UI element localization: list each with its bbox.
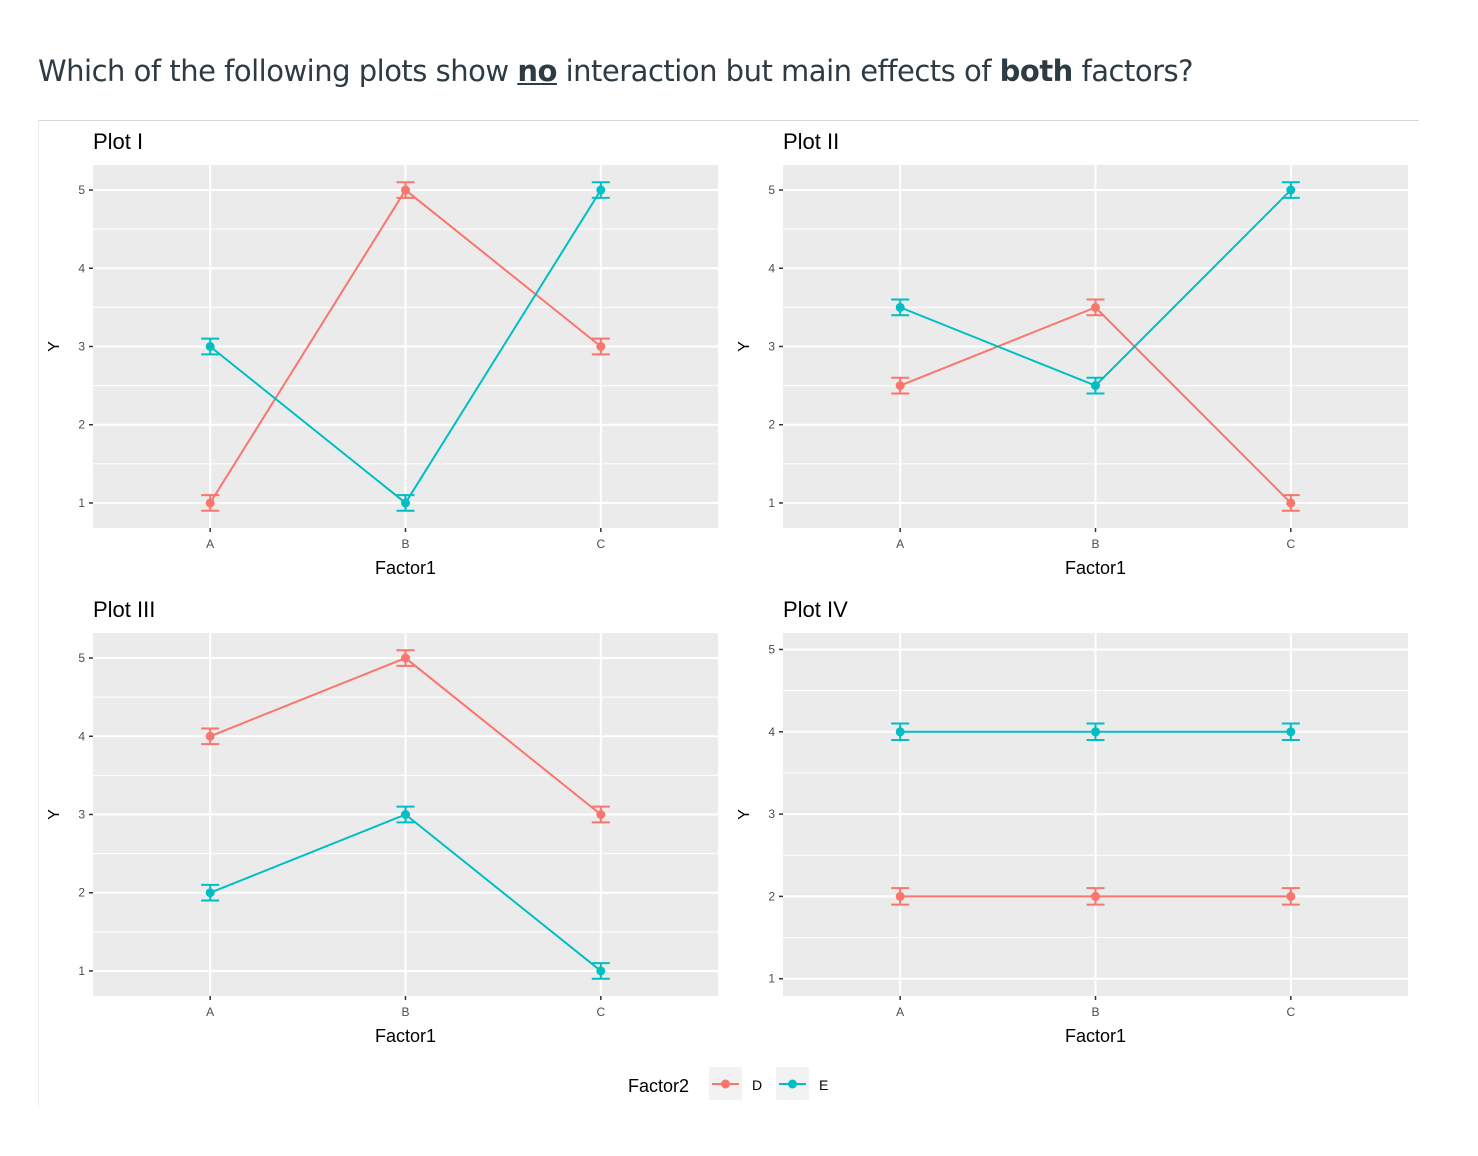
x-tick-label: A <box>896 537 904 551</box>
plot-title: Plot IV <box>783 597 848 622</box>
plot-4: Plot IV 1 2 3 4 5 A B C Factor1 Y <box>736 597 1408 1046</box>
data-point-D <box>596 342 606 351</box>
question-part: factors? <box>1072 54 1194 88</box>
y-tick-label: 2 <box>768 889 775 903</box>
plot-title: Plot III <box>93 597 155 622</box>
data-point-E <box>1286 727 1296 737</box>
y-axis-label: Y <box>736 341 753 352</box>
legend-title: Factor2 <box>628 1076 689 1096</box>
y-tick-label: 5 <box>78 651 85 665</box>
y-axis-label: Y <box>46 341 63 352</box>
x-tick-label: B <box>401 537 409 551</box>
x-tick-label: A <box>896 1005 904 1019</box>
data-point-D <box>895 381 905 391</box>
y-axis-label: Y <box>46 809 63 820</box>
data-point-E <box>401 810 410 819</box>
y-tick-label: 3 <box>768 340 775 354</box>
y-tick-label: 1 <box>78 964 85 978</box>
data-point-D <box>205 498 215 508</box>
x-tick-label: A <box>206 537 214 551</box>
x-tick-label: B <box>401 1005 409 1019</box>
data-point-E <box>401 498 410 508</box>
data-point-E <box>205 342 215 351</box>
data-point-D <box>1286 498 1296 508</box>
data-point-D <box>401 185 410 195</box>
emphasis-both: both <box>999 54 1074 88</box>
x-tick-label: A <box>206 1005 214 1019</box>
data-point-D <box>1091 891 1100 901</box>
data-point-D <box>401 653 410 663</box>
data-point-E <box>1286 185 1296 195</box>
plot-3: Plot III 1 2 3 4 5 A B C Factor1 Y <box>46 597 718 1046</box>
x-tick-label: C <box>1286 1005 1295 1019</box>
data-point-E <box>596 185 606 195</box>
x-tick-label: C <box>596 537 605 551</box>
legend-label: D <box>752 1077 762 1093</box>
y-tick-label: 4 <box>768 725 775 739</box>
data-point-D <box>205 731 215 741</box>
plot-title: Plot II <box>783 129 839 154</box>
x-tick-label: C <box>596 1005 605 1019</box>
data-point-E <box>596 966 606 976</box>
question-part: interaction but main effects of <box>556 54 1000 88</box>
data-point-D <box>1091 302 1100 312</box>
plot-title: Plot I <box>93 129 143 154</box>
y-tick-label: 2 <box>78 886 85 900</box>
y-axis-label: Y <box>736 809 753 820</box>
y-tick-label: 3 <box>768 807 775 821</box>
figure-frame <box>38 120 1419 1107</box>
legend-point <box>788 1079 797 1089</box>
data-point-D <box>1286 891 1296 901</box>
question-part: Which of the following plots show <box>38 54 518 88</box>
x-axis-label: Factor1 <box>375 1026 436 1046</box>
y-tick-label: 1 <box>78 496 85 510</box>
emphasis-no: no <box>517 54 557 88</box>
y-tick-label: 5 <box>768 183 775 197</box>
y-tick-label: 4 <box>78 729 85 743</box>
data-point-E <box>895 302 905 312</box>
data-point-E <box>1091 727 1100 737</box>
x-tick-label: B <box>1091 537 1099 551</box>
y-tick-label: 5 <box>768 642 775 656</box>
data-point-E <box>895 727 905 737</box>
y-tick-label: 1 <box>768 972 775 986</box>
y-tick-label: 1 <box>768 496 775 510</box>
plot-1: Plot I 1 2 3 4 5 A B C Factor1 Y <box>46 129 718 578</box>
data-point-E <box>1091 381 1100 391</box>
y-tick-label: 2 <box>78 418 85 432</box>
y-tick-label: 3 <box>78 808 85 822</box>
data-point-D <box>596 810 606 819</box>
legend-point <box>721 1079 730 1089</box>
question-text: Which of the following plots show no int… <box>38 54 1194 88</box>
x-tick-label: B <box>1091 1005 1099 1019</box>
x-tick-label: C <box>1286 537 1295 551</box>
data-point-E <box>205 888 215 898</box>
y-tick-label: 3 <box>78 340 85 354</box>
y-tick-label: 2 <box>768 418 775 432</box>
y-tick-label: 5 <box>78 183 85 197</box>
data-point-D <box>895 891 905 901</box>
y-tick-label: 4 <box>768 261 775 275</box>
plot-2: Plot II 1 2 3 4 5 A B C Factor1 Y <box>736 129 1408 578</box>
legend: Factor2 D E <box>628 1067 828 1100</box>
x-axis-label: Factor1 <box>1065 1026 1126 1046</box>
legend-label: E <box>819 1077 828 1093</box>
y-tick-label: 4 <box>78 261 85 275</box>
x-axis-label: Factor1 <box>375 558 436 578</box>
x-axis-label: Factor1 <box>1065 558 1126 578</box>
